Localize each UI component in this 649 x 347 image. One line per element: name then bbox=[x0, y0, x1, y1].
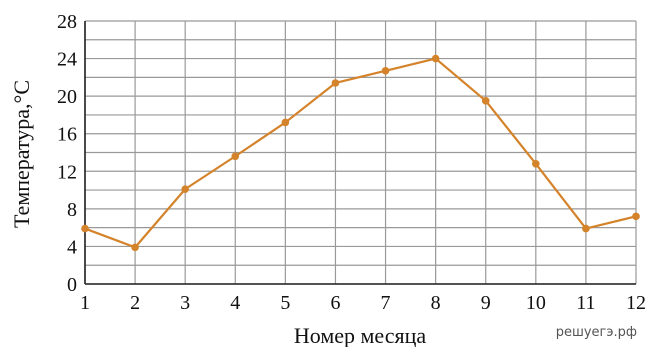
data-point-9 bbox=[481, 97, 490, 105]
x-tick-label-12: 12 bbox=[626, 292, 646, 314]
data-point-7 bbox=[381, 66, 390, 75]
data-point-11 bbox=[582, 224, 590, 233]
x-tick-label-5: 5 bbox=[280, 292, 290, 314]
data-points bbox=[81, 54, 640, 252]
y-tick-label-8: 8 bbox=[67, 199, 77, 221]
x-tick-label-8: 8 bbox=[431, 292, 441, 314]
axes bbox=[84, 21, 636, 285]
y-tick-label-28: 28 bbox=[57, 11, 77, 33]
data-point-3 bbox=[181, 185, 189, 193]
grid bbox=[84, 20, 637, 285]
data-point-2 bbox=[131, 243, 139, 252]
y-tick-label-12: 12 bbox=[57, 161, 77, 183]
series-line bbox=[84, 57, 637, 249]
x-tick-label-4: 4 bbox=[230, 292, 240, 314]
y-tick-label-24: 24 bbox=[57, 49, 77, 71]
series-polyline bbox=[84, 57, 637, 249]
y-tick-label-20: 20 bbox=[57, 86, 77, 108]
x-tick-label-9: 9 bbox=[481, 292, 491, 314]
x-tick-labels: 1 2 3 4 5 6 7 8 9 10 11 12 bbox=[80, 292, 646, 314]
data-point-8 bbox=[431, 54, 440, 63]
x-tick-label-10: 10 bbox=[526, 292, 546, 314]
x-tick-label-7: 7 bbox=[381, 292, 391, 314]
y-tick-labels: 0 4 8 12 16 20 24 28 bbox=[57, 11, 77, 296]
x-tick-label-6: 6 bbox=[330, 292, 340, 314]
data-point-12 bbox=[632, 212, 640, 221]
y-tick-label-0: 0 bbox=[67, 274, 77, 296]
data-point-10 bbox=[532, 159, 540, 168]
x-tick-label-2: 2 bbox=[130, 292, 140, 314]
watermark: решуегэ.рф bbox=[556, 325, 637, 340]
data-point-5 bbox=[281, 118, 290, 127]
y-axis-label: Температура,°C bbox=[9, 80, 34, 228]
x-axis-label: Номер месяца bbox=[294, 323, 427, 347]
x-tick-label-1: 1 bbox=[80, 292, 90, 314]
x-tick-label-11: 11 bbox=[576, 292, 595, 314]
data-point-6 bbox=[331, 79, 340, 87]
y-tick-label-4: 4 bbox=[67, 236, 77, 258]
data-point-1 bbox=[81, 224, 89, 233]
data-point-4 bbox=[231, 152, 240, 161]
x-tick-label-3: 3 bbox=[180, 292, 190, 314]
y-tick-label-16: 16 bbox=[57, 124, 77, 146]
